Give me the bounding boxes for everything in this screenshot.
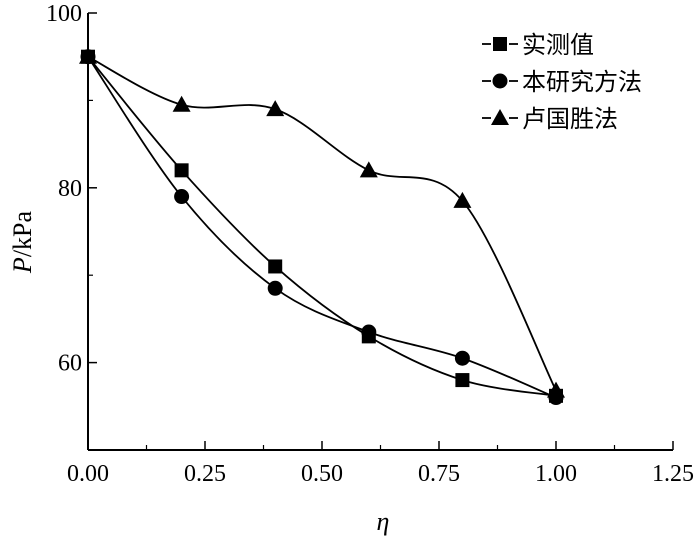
- x-tick-label: 1.00: [535, 461, 577, 487]
- y-tick-label: 60: [58, 351, 82, 377]
- y-tick-label: 80: [58, 176, 82, 202]
- legend-marker-circle: [492, 73, 508, 89]
- data-point-triangle: [79, 47, 97, 64]
- x-tick-label: 0.00: [67, 461, 109, 487]
- data-point-circle: [267, 280, 283, 296]
- axes: 0.00 0.25 0.50 0.75 1.00 1.25 60 80 100 η P/kPa: [8, 1, 694, 536]
- data-point-triangle: [172, 95, 191, 112]
- y-axis-title-variable: P: [8, 257, 37, 274]
- data-point-triangle: [359, 161, 378, 178]
- x-tick-label: 0.75: [418, 461, 460, 487]
- data-point-triangle: [547, 381, 565, 398]
- data-point-triangle: [453, 191, 472, 208]
- series-lines: [87, 55, 557, 399]
- data-point-square: [174, 163, 189, 178]
- y-axis-title-unit: /kPa: [8, 210, 37, 257]
- y-axis-title: P/kPa: [8, 210, 37, 274]
- legend-label: 卢国胜法: [522, 105, 618, 133]
- y-tick-label: 100: [46, 1, 82, 27]
- data-point-square: [268, 259, 283, 274]
- legend-label: 本研究方法: [522, 68, 642, 96]
- legend-marker-square: [493, 37, 507, 51]
- data-point-circle: [361, 324, 377, 340]
- data-point-square: [455, 373, 470, 388]
- series-line-circle: [87, 56, 557, 399]
- series-markers: [79, 47, 565, 406]
- legend-marker-triangle: [491, 109, 509, 125]
- data-point-circle: [454, 350, 470, 366]
- x-tick-label: 1.25: [652, 461, 694, 487]
- legend-label: 实测值: [522, 31, 594, 59]
- x-tick-label: 0.50: [301, 461, 343, 487]
- series-line-triangle: [87, 55, 557, 391]
- series-line-square: [87, 56, 557, 397]
- data-point-triangle: [266, 100, 285, 117]
- data-point-circle: [174, 189, 190, 205]
- x-axis-title: η: [377, 507, 390, 536]
- x-tick-label: 0.25: [184, 461, 226, 487]
